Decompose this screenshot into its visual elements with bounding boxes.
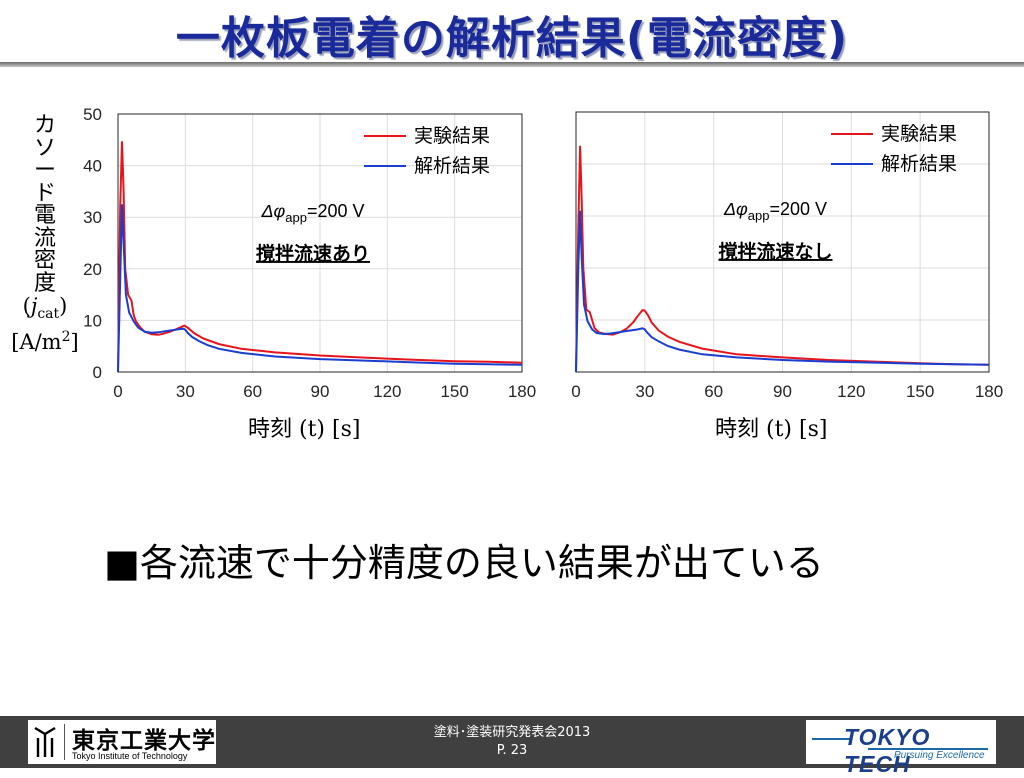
x-tick-label: 90: [311, 382, 330, 401]
legend-label: 実験結果: [414, 125, 490, 147]
plot-frame: [575, 111, 990, 373]
y-axis-label-char: 電: [33, 203, 56, 228]
y-axis-label-char: 密: [33, 248, 56, 273]
x-axis-label-left-text: 時刻: [248, 417, 299, 442]
y-tick-label: 50: [83, 105, 102, 124]
university-seal-icon: [34, 726, 56, 757]
series-line-experiment: [575, 145, 990, 373]
x-tick-label: 0: [113, 382, 122, 401]
x-tick-label: 0: [571, 382, 580, 401]
logo-divider: [64, 724, 65, 760]
x-axis-label-right-var: (t) [s]: [766, 417, 828, 442]
x-tick-label: 120: [373, 382, 401, 401]
bullet-point: ■各流速で十分精度の良い結果が出ている: [104, 532, 824, 587]
x-tick-label: 60: [243, 382, 262, 401]
y-axis-label-char: ー: [33, 158, 56, 183]
x-axis-label-right: 時刻 (t) [s]: [715, 411, 827, 443]
condition-label: 撹拌流速なし: [718, 240, 832, 263]
y-axis-label-vertical-text: カソード電流密度: [0, 113, 90, 296]
legend-label: 解析結果: [881, 153, 957, 175]
y-axis-label: カソード電流密度 (jcat) [A/m2]: [0, 113, 90, 354]
condition-label: 撹拌流速あり: [256, 242, 370, 265]
y-axis-label-unit-close: ]: [70, 329, 79, 354]
y-tick-label: 0: [93, 363, 102, 382]
y-axis-label-sub: cat: [37, 306, 60, 323]
plot-frame: [117, 113, 523, 373]
logo-swoosh-line: [812, 738, 850, 740]
x-tick-label: 30: [176, 382, 195, 401]
y-tick-label: 40: [83, 157, 102, 176]
tokyo-tech-jp-logo: 東京工業大学 Tokyo Institute of Technology: [28, 720, 216, 764]
tokyo-tech-brand-logo: TOKYO TECH Pursuing Excellence: [806, 720, 996, 777]
legend-label: 実験結果: [881, 123, 957, 145]
series-line-analysis: [117, 204, 523, 373]
x-tick-label: 120: [837, 382, 865, 401]
x-tick-label: 180: [975, 382, 1003, 401]
y-tick-label: 30: [83, 208, 102, 227]
voltage-annotation: Δφapp=200 V: [260, 201, 364, 225]
y-axis-label-char: 度: [33, 270, 56, 296]
y-axis-label-var: j: [30, 294, 38, 318]
footer-page-number: P. 23: [496, 743, 528, 758]
slide-title: 一枚板電着の解析結果(電流密度): [175, 13, 849, 64]
bullet-marker: ■: [104, 541, 140, 585]
y-axis-label-unit: [A/m2]: [0, 326, 90, 354]
y-axis-label-char: 流: [33, 225, 56, 251]
x-tick-label: 150: [440, 382, 468, 401]
x-tick-label: 60: [704, 382, 723, 401]
x-axis-label-right-text: 時刻: [715, 417, 766, 442]
logo-english-name: Tokyo Institute of Technology: [72, 751, 188, 761]
x-tick-label: 150: [906, 382, 934, 401]
y-axis-label-char: ソ: [33, 135, 56, 161]
x-axis-label-left-var: (t) [s]: [299, 417, 361, 442]
x-tick-label: 30: [635, 382, 654, 401]
legend-label: 解析結果: [414, 155, 490, 177]
voltage-annotation: Δφapp=200 V: [723, 199, 827, 223]
y-tick-label: 20: [83, 260, 102, 279]
y-tick-label: 10: [83, 311, 102, 330]
series-line-analysis: [575, 210, 990, 373]
footer-center: 塗料･塗装研究発表会2013 P. 23: [0, 724, 1024, 760]
x-tick-label: 90: [773, 382, 792, 401]
y-axis-label-close: ): [59, 294, 68, 318]
logo-underline: [868, 748, 988, 750]
x-axis-label-left: 時刻 (t) [s]: [248, 411, 360, 443]
y-axis-label-unit-sup: 2: [61, 328, 71, 345]
y-axis-label-open: (: [22, 294, 31, 318]
y-axis-label-char: カ: [33, 113, 56, 138]
y-axis-label-unit-text: [A/m: [11, 329, 62, 354]
title-divider: [0, 62, 1024, 67]
footer-event: 塗料･塗装研究発表会2013: [433, 725, 591, 740]
bullet-text: 各流速で十分精度の良い結果が出ている: [139, 541, 824, 585]
logo-japanese-name: 東京工業大学: [72, 728, 216, 754]
logo-tagline: Pursuing Excellence: [894, 750, 985, 761]
x-tick-label: 180: [508, 382, 536, 401]
y-axis-label-variable: (jcat): [0, 295, 90, 326]
y-axis-label-char: ド: [33, 180, 56, 206]
